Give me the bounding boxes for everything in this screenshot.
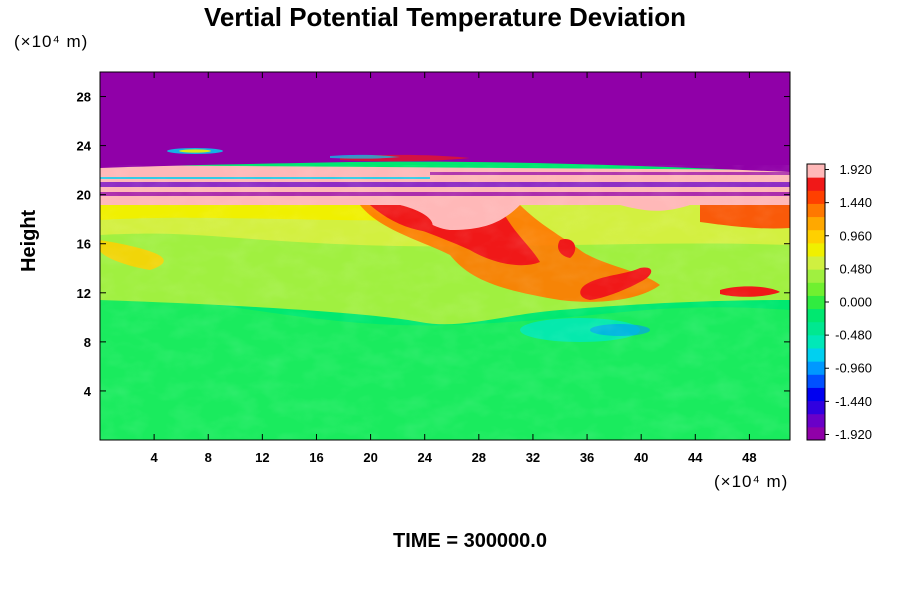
time-label: TIME = 300000.0 xyxy=(393,530,547,552)
colorbar-swatch xyxy=(807,164,825,178)
colorbar-swatch xyxy=(807,374,825,388)
x-tick-label: 32 xyxy=(526,450,540,465)
colorbar-swatch xyxy=(807,321,825,336)
x-tick-label: 12 xyxy=(255,450,269,465)
plot-frame xyxy=(99,71,791,441)
y-tick-label: 28 xyxy=(77,90,91,105)
colorbar-swatch xyxy=(807,269,825,283)
field-upper xyxy=(100,72,790,172)
plot-area xyxy=(100,72,790,440)
colorbar-tick-label: -0.480 xyxy=(835,328,872,343)
x-tick-label: 4 xyxy=(151,450,159,465)
x-tick-label: 20 xyxy=(363,450,377,465)
colorbar: 1.920 1.440 0.960 0.480 0.000 -0.480 -0.960 -1.… xyxy=(806,162,872,442)
x-tick-label: 16 xyxy=(309,450,323,465)
colorbar-swatch xyxy=(807,295,825,310)
y-tick-label: 12 xyxy=(77,286,91,301)
colorbar-swatch xyxy=(807,387,825,402)
colorbar-swatch xyxy=(807,203,825,218)
colorbar-tick-label: -1.920 xyxy=(835,427,872,442)
colorbar-swatch xyxy=(807,413,825,428)
colorbar-tick-label: 0.480 xyxy=(839,261,872,276)
y-axis-unit-label: (×10⁴ m) xyxy=(14,32,89,51)
colorbar-swatch xyxy=(807,361,825,375)
y-tick-label: 16 xyxy=(77,237,91,252)
colorbar-swatch xyxy=(807,256,825,270)
field-upper-streak-2 xyxy=(330,154,400,159)
colorbar-swatch xyxy=(807,229,825,244)
colorbar-swatch xyxy=(807,334,825,349)
x-tick-label: 44 xyxy=(688,450,703,465)
x-tick-label: 8 xyxy=(205,450,212,465)
colorbar-tick-label: 1.440 xyxy=(839,195,872,210)
colorbar-tick-label: -0.960 xyxy=(835,361,872,376)
colorbar-tick-label: 1.920 xyxy=(839,162,872,177)
x-tick-label: 28 xyxy=(472,450,486,465)
x-axis-unit-label: (×10⁴ m) xyxy=(714,472,789,491)
colorbar-swatch xyxy=(807,348,825,362)
x-tick-label: 36 xyxy=(580,450,594,465)
y-axis-ticks: 4 8 12 16 20 24 28 xyxy=(77,90,790,399)
colorbar-swatch xyxy=(807,282,825,296)
y-tick-label: 24 xyxy=(77,139,92,154)
x-tick-label: 24 xyxy=(417,450,432,465)
field-texture xyxy=(100,165,790,440)
colorbar-tick-label: 0.000 xyxy=(839,295,872,310)
y-tick-label: 20 xyxy=(77,188,91,203)
colorbar-swatch xyxy=(807,177,825,191)
y-tick-label: 4 xyxy=(84,384,92,399)
colorbar-swatch xyxy=(807,242,825,257)
x-axis-ticks: 4 8 12 16 20 24 28 32 36 40 44 48 xyxy=(151,72,757,465)
colorbar-tick-label: -1.440 xyxy=(835,394,872,409)
colorbar-tick-label: 0.960 xyxy=(839,228,872,243)
colorbar-swatch xyxy=(807,190,825,204)
colorbar-swatch xyxy=(807,308,825,323)
x-tick-label: 48 xyxy=(742,450,756,465)
field-upper-blob-core xyxy=(179,149,211,153)
chart-title: Vertial Potential Temperature Deviation xyxy=(203,2,687,32)
x-tick-label: 40 xyxy=(634,450,648,465)
colorbar-swatch xyxy=(807,216,825,231)
colorbar-swatch xyxy=(807,426,825,441)
y-tick-label: 8 xyxy=(84,335,91,350)
colorbar-swatch xyxy=(807,400,825,415)
